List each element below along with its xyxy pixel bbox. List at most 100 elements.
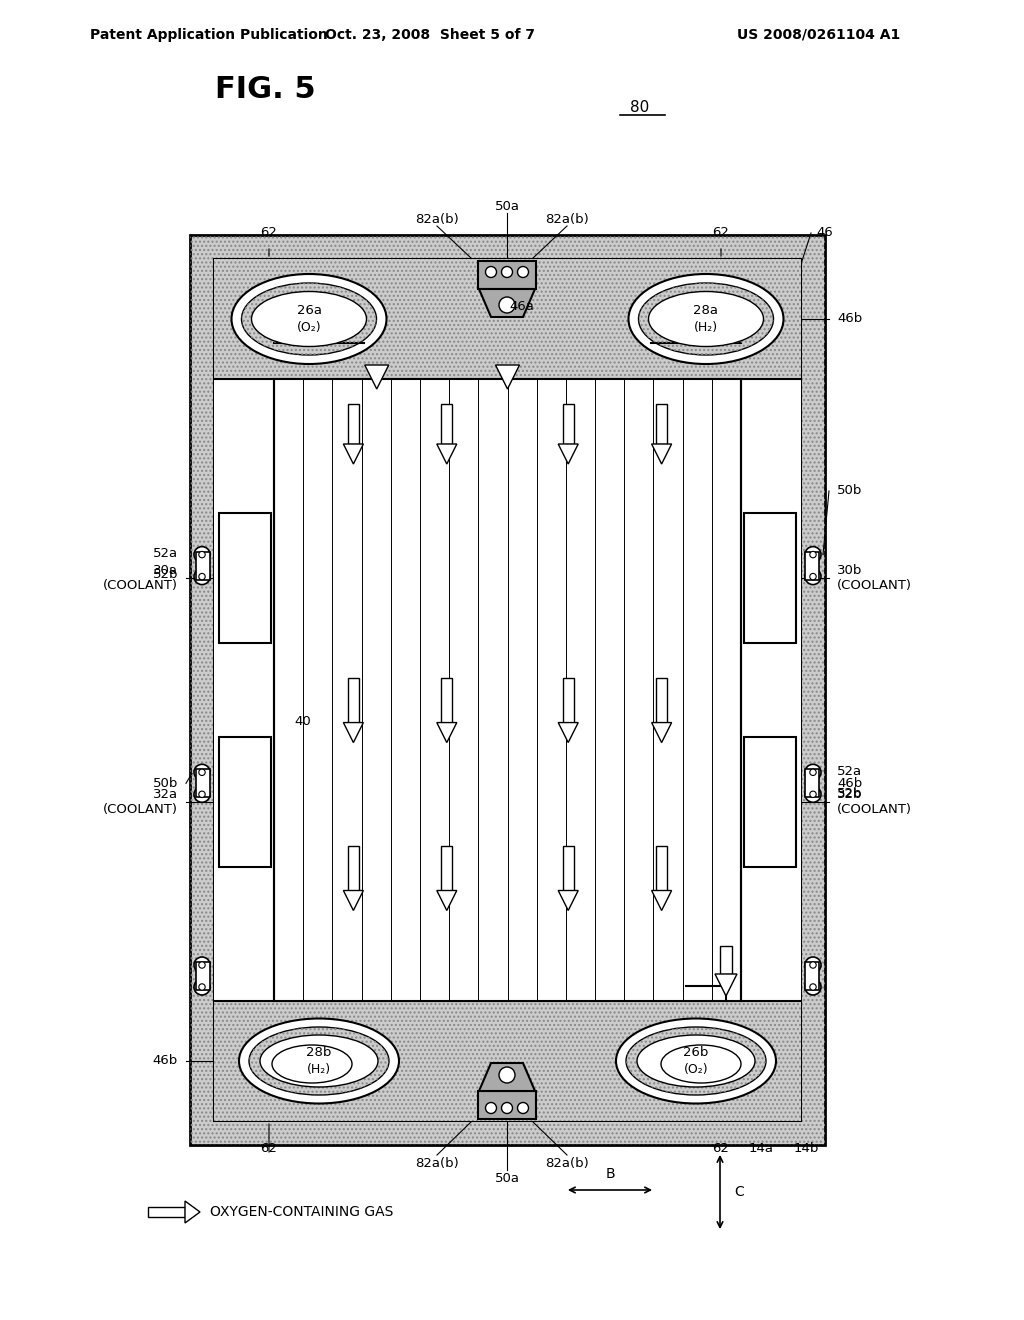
Circle shape	[194, 787, 210, 803]
Ellipse shape	[249, 1027, 389, 1096]
Polygon shape	[715, 974, 737, 997]
Bar	[219, 513, 271, 643]
Text: 28a: 28a	[693, 305, 719, 318]
Circle shape	[805, 979, 821, 995]
Text: 50a: 50a	[495, 199, 519, 213]
Text: Oct. 23, 2008  Sheet 5 of 7: Oct. 23, 2008 Sheet 5 of 7	[325, 28, 535, 42]
Circle shape	[810, 552, 816, 558]
Ellipse shape	[639, 282, 773, 355]
Bar	[274, 379, 741, 1001]
Text: 14a: 14a	[749, 1142, 773, 1155]
Bar	[348, 404, 358, 444]
Text: (H₂): (H₂)	[694, 322, 718, 334]
Circle shape	[805, 764, 821, 780]
Ellipse shape	[239, 1019, 399, 1104]
Text: 62: 62	[260, 227, 278, 239]
Bar	[214, 1001, 801, 1121]
Circle shape	[199, 791, 205, 797]
Circle shape	[502, 267, 512, 277]
Text: 14b: 14b	[794, 1142, 818, 1155]
Circle shape	[805, 546, 821, 562]
Circle shape	[199, 770, 205, 776]
Text: 52b: 52b	[837, 787, 862, 800]
Text: 80: 80	[631, 99, 649, 115]
Ellipse shape	[616, 1019, 776, 1104]
Text: 28b: 28b	[306, 1045, 332, 1059]
Polygon shape	[343, 444, 364, 465]
Circle shape	[194, 546, 210, 562]
Polygon shape	[651, 444, 672, 465]
Text: 62: 62	[713, 227, 729, 239]
Ellipse shape	[626, 1027, 766, 1096]
Circle shape	[805, 569, 821, 585]
Circle shape	[199, 983, 205, 990]
Text: 82a(b): 82a(b)	[415, 213, 459, 226]
Circle shape	[810, 962, 816, 968]
Ellipse shape	[629, 275, 783, 364]
Text: (H₂): (H₂)	[307, 1064, 331, 1077]
Text: FIG. 5: FIG. 5	[215, 75, 315, 104]
Text: US 2008/0261104 A1: US 2008/0261104 A1	[736, 28, 900, 42]
Circle shape	[517, 267, 528, 277]
Polygon shape	[558, 891, 579, 911]
Text: 50b: 50b	[153, 776, 178, 789]
Circle shape	[810, 573, 816, 579]
Bar	[805, 962, 819, 990]
Bar	[196, 770, 210, 797]
Circle shape	[194, 569, 210, 585]
Bar	[219, 737, 271, 867]
Circle shape	[485, 1102, 497, 1114]
Bar	[656, 404, 667, 444]
Text: 26b: 26b	[683, 1045, 709, 1059]
Text: 62: 62	[260, 1142, 278, 1155]
Bar	[214, 379, 801, 1001]
Text: 52b: 52b	[153, 568, 178, 581]
Bar	[190, 235, 825, 1144]
Text: 46b: 46b	[837, 776, 862, 789]
Text: 62: 62	[713, 1142, 729, 1155]
Bar	[744, 513, 796, 643]
Circle shape	[199, 962, 205, 968]
Bar	[656, 677, 667, 722]
Text: 50b: 50b	[837, 484, 862, 498]
Bar	[214, 1001, 801, 1121]
Circle shape	[199, 573, 205, 579]
Bar	[148, 1206, 185, 1217]
Circle shape	[485, 267, 497, 277]
Circle shape	[194, 979, 210, 995]
Circle shape	[517, 1102, 528, 1114]
Text: 46b: 46b	[153, 1055, 178, 1068]
Text: 26a: 26a	[297, 305, 322, 318]
Text: 46: 46	[816, 227, 833, 239]
Polygon shape	[437, 444, 457, 465]
Bar	[214, 259, 801, 379]
Bar	[478, 1092, 536, 1119]
Text: 82a(b): 82a(b)	[545, 213, 589, 226]
Circle shape	[810, 983, 816, 990]
Bar	[478, 261, 536, 289]
Bar	[196, 962, 210, 990]
Text: (O₂): (O₂)	[684, 1064, 709, 1077]
Circle shape	[810, 791, 816, 797]
Text: 82a(b): 82a(b)	[415, 1156, 459, 1170]
Text: 82a(b): 82a(b)	[545, 1156, 589, 1170]
Text: 46a: 46a	[510, 301, 535, 314]
Circle shape	[810, 770, 816, 776]
Bar	[214, 259, 801, 379]
Text: 40: 40	[294, 714, 310, 727]
Bar	[214, 259, 801, 1121]
Text: (O₂): (O₂)	[297, 322, 322, 334]
Text: B: B	[605, 1167, 614, 1181]
Polygon shape	[437, 891, 457, 911]
Polygon shape	[651, 891, 672, 911]
Text: 52a: 52a	[153, 546, 178, 560]
Circle shape	[199, 552, 205, 558]
Ellipse shape	[260, 1035, 378, 1086]
Bar	[563, 846, 573, 891]
Circle shape	[805, 957, 821, 973]
Bar	[441, 677, 453, 722]
Polygon shape	[185, 1201, 200, 1224]
Bar	[805, 770, 819, 797]
Text: 46b: 46b	[837, 313, 862, 326]
Text: C: C	[734, 1185, 743, 1199]
